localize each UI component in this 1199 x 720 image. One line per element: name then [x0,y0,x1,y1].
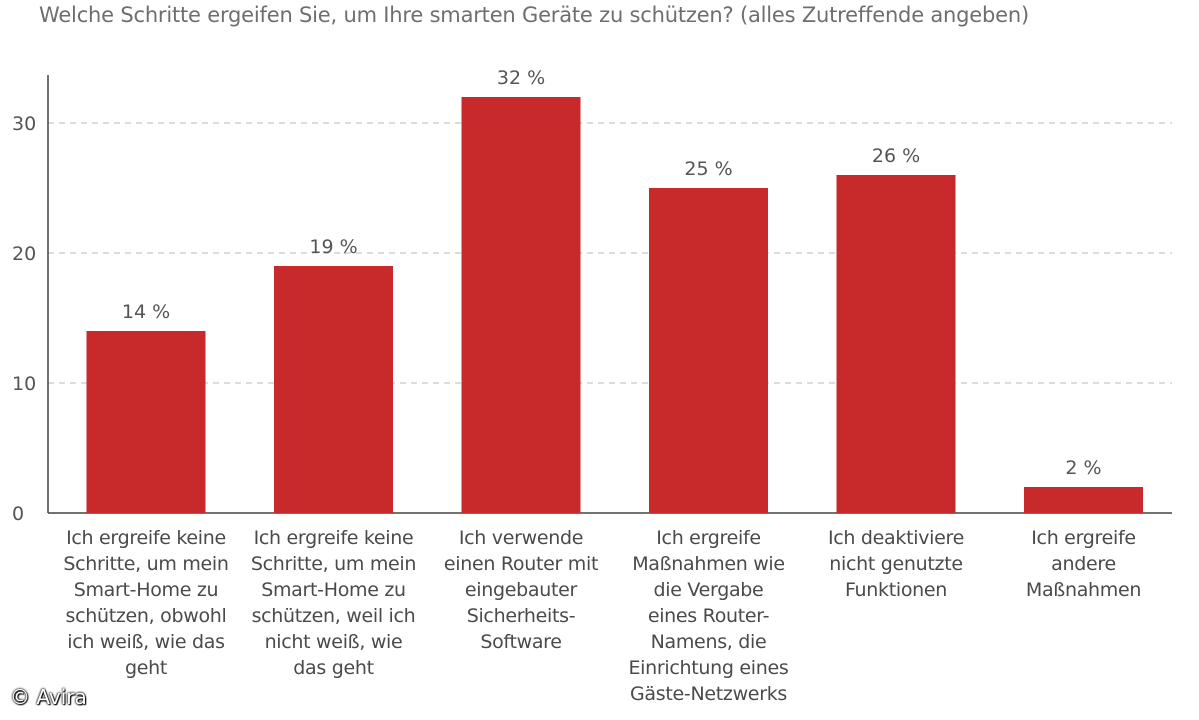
bar [649,188,768,513]
x-tick-label: Ich ergreife keine Schritte, um mein Sma… [63,527,229,679]
chart-title: Welche Schritte ergeifen Sie, um Ihre sm… [39,3,1029,27]
value-label: 2 % [1065,457,1101,479]
y-tick-label: 20 [12,243,36,265]
bar [1024,487,1143,513]
copyright-credit: © Avira [10,685,87,709]
value-label: 25 % [684,158,732,180]
value-label: 32 % [497,67,545,89]
y-tick-label: 10 [12,373,36,395]
bar [836,175,956,513]
axes [47,75,1172,514]
x-tick-label: Ich deaktiviere nicht genutzte Funktione… [827,527,965,601]
bar [461,97,581,513]
value-label: 19 % [309,236,357,258]
x-tick-label: Ich ergreife Maßnahmen wie die Vergabe e… [628,527,789,705]
y-tick-label: 30 [12,113,36,135]
bar [86,331,206,513]
y-tick-labels: 0 10 20 30 [12,113,36,525]
gridlines [48,122,1172,384]
x-tick-label: Ich verwende einen Router mit eingebaute… [443,527,599,653]
value-labels: 14 % 19 % 32 % 25 % 26 % 2 % [122,67,1102,479]
bars [86,97,1143,513]
bar [274,266,393,513]
x-tick-label: Ich ergreife andere Maßnahmen [1025,527,1142,601]
y-tick-label: 0 [12,503,24,525]
x-tick-label: Ich ergreife keine Schritte, um mein Sma… [250,527,417,679]
value-label: 26 % [872,145,920,167]
value-label: 14 % [122,301,170,323]
